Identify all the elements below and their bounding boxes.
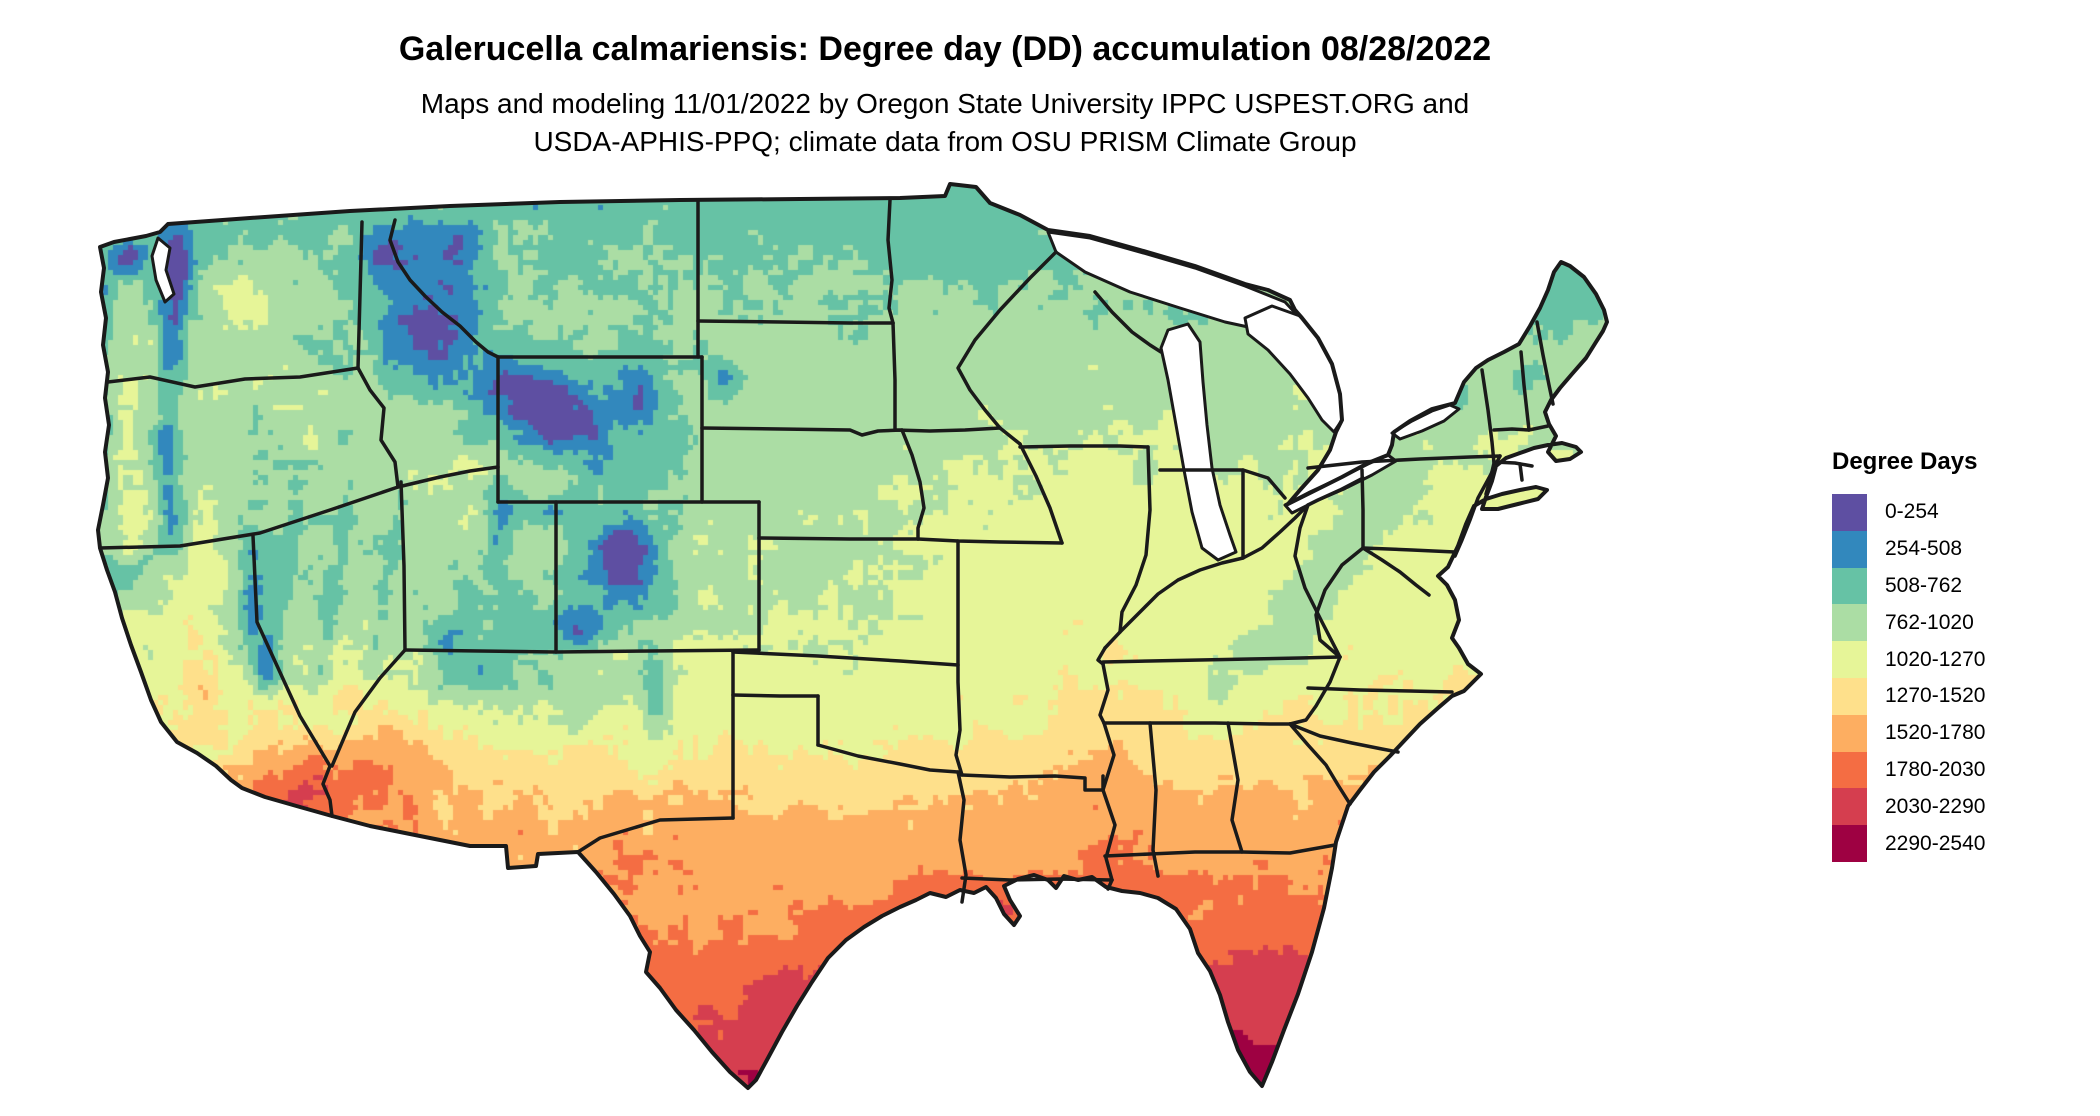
- state-border: [886, 198, 895, 325]
- state-border: [1492, 424, 1550, 432]
- lake-huron: [1243, 304, 1344, 434]
- legend-swatch: [1832, 530, 1867, 568]
- legend-row: 1270-1520: [1832, 677, 1986, 715]
- state-border: [1288, 655, 1342, 726]
- puget-sound: [150, 236, 176, 304]
- legend-label: 1020-1270: [1885, 647, 1986, 671]
- legend-swatch: [1832, 604, 1867, 642]
- state-border: [1535, 320, 1555, 406]
- legend-row: 2290-2540: [1832, 825, 1985, 862]
- legend-swatch: [1832, 641, 1867, 678]
- legend-swatch: [1832, 751, 1867, 789]
- legend-row: 1020-1270: [1832, 641, 1985, 678]
- state-border: [403, 648, 761, 654]
- legend-swatch: [1832, 788, 1867, 826]
- state-border: [916, 537, 1064, 545]
- legend-swatch: [1832, 567, 1867, 605]
- legend-row: 1520-1780: [1832, 714, 1986, 752]
- legend-row: 2030-2290: [1832, 788, 1986, 826]
- legend-swatch: [1832, 825, 1867, 862]
- state-border: [1480, 368, 1496, 496]
- lake-ontario: [1390, 403, 1461, 441]
- state-border: [1226, 721, 1244, 854]
- state-border: [956, 770, 968, 904]
- state-border: [330, 648, 407, 768]
- state-border: [998, 426, 1022, 446]
- state-border: [1098, 662, 1110, 725]
- state-border: [700, 426, 904, 437]
- state-border: [1018, 444, 1150, 449]
- state-border: [1148, 721, 1160, 878]
- state-border: [1361, 546, 1457, 554]
- state-border: [954, 539, 964, 777]
- us-coastline-outline: [96, 182, 1609, 1090]
- state-border: [1096, 646, 1107, 666]
- legend-label: 1520-1780: [1885, 721, 1986, 745]
- state-border: [731, 650, 960, 667]
- state-border: [576, 816, 735, 854]
- state-border: [1093, 290, 1163, 354]
- state-border: [1288, 722, 1400, 754]
- state-border: [1101, 721, 1117, 882]
- state-border: [1101, 655, 1342, 664]
- legend-row: 0-254: [1832, 494, 1985, 531]
- legend-label: 1780-2030: [1885, 757, 1986, 781]
- legend-label: 762-1020: [1885, 610, 1974, 634]
- state-border: [1118, 445, 1152, 634]
- state-border: [1018, 442, 1064, 545]
- state-border: [1103, 843, 1337, 858]
- legend-swatch: [1832, 494, 1867, 531]
- state-border: [106, 366, 360, 389]
- legend-title: Degree Days: [1832, 448, 1978, 475]
- legend-row: 1780-2030: [1832, 751, 1986, 789]
- state-border: [1519, 350, 1531, 432]
- state-border: [356, 366, 400, 489]
- legend-label: 0-254: [1885, 500, 1939, 524]
- state-border: [816, 743, 960, 774]
- state-border: [1102, 721, 1292, 726]
- legend-row: 254-508: [1832, 530, 1985, 568]
- state-border: [696, 319, 895, 325]
- legend-label: 1270-1520: [1885, 684, 1986, 708]
- state-border: [1360, 468, 1365, 550]
- state-border: [891, 321, 897, 432]
- state-border: [98, 465, 500, 550]
- state-border: [399, 480, 407, 652]
- state-border: [1314, 546, 1365, 659]
- state-border: [1306, 454, 1502, 470]
- legend-row: 508-762: [1832, 567, 1985, 605]
- state-border: [1361, 546, 1431, 597]
- legend: Degree Days 0-254 254-508 508-762 762-1020 1…: [1832, 448, 1985, 862]
- state-border: [1518, 462, 1524, 482]
- state-border: [1306, 686, 1454, 694]
- state-border: [1293, 503, 1342, 659]
- legend-label: 2030-2290: [1885, 794, 1986, 818]
- legend-label: 2290-2540: [1885, 831, 1986, 855]
- legend-swatch: [1832, 714, 1867, 752]
- state-border: [356, 220, 364, 370]
- legend-rows: 0-254 254-508 508-762 762-1020 1020-1270 1270…: [1832, 494, 1985, 862]
- legend-row: 762-1020: [1832, 604, 1985, 642]
- legend-label: 254-508: [1885, 537, 1963, 561]
- state-border: [956, 250, 1058, 430]
- state-border: [1288, 722, 1352, 806]
- state-border: [960, 773, 1105, 792]
- lake-michigan: [1159, 322, 1238, 562]
- state-border: [1158, 468, 1287, 500]
- state-border: [757, 536, 920, 541]
- state-border: [251, 534, 334, 818]
- state-border: [893, 426, 1002, 433]
- legend-label: 508-762: [1885, 573, 1963, 597]
- state-border: [900, 428, 926, 541]
- state-border: [388, 218, 500, 359]
- legend-swatch: [1832, 677, 1867, 715]
- state-border: [731, 693, 820, 698]
